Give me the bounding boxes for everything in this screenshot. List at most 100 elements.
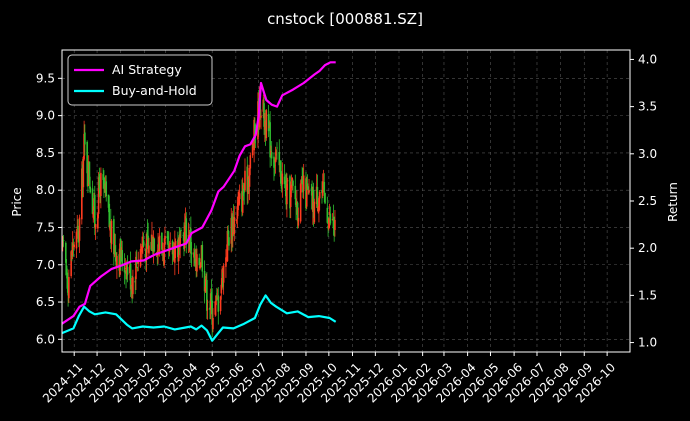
price-candle-body [81, 168, 83, 220]
price-candle-body [161, 232, 163, 250]
price-candle-body [71, 243, 74, 256]
price-candle-body [212, 318, 214, 330]
price-candle-body [206, 279, 208, 311]
price-candle-body [289, 185, 292, 208]
price-candle-body [332, 216, 335, 229]
price-candle-body [214, 301, 217, 315]
price-candle-body [328, 212, 331, 216]
plot-frame [61, 49, 631, 353]
grid-layer [62, 50, 630, 352]
price-candle-body [263, 103, 265, 127]
price-candle-body [62, 240, 65, 241]
y2-tick-label: 1.0 [638, 336, 657, 350]
price-candle-body [157, 244, 159, 256]
price-candle-body [270, 152, 273, 159]
price-candle-body [97, 177, 100, 214]
price-candle-body [168, 244, 171, 252]
legend-box [67, 54, 213, 106]
price-candle-body [201, 244, 204, 272]
price-candle-body [93, 194, 96, 228]
price-candle-body [290, 184, 293, 189]
price-candle-body [129, 263, 132, 290]
price-candle-body [75, 231, 78, 249]
price-candle-body [177, 237, 180, 262]
price-candle-body [209, 307, 211, 310]
price-candle-body [280, 160, 282, 184]
price-candle-body [238, 196, 240, 204]
price-candle-body [174, 243, 176, 263]
y2-tick-label: 1.5 [638, 288, 657, 302]
price-candle-body [105, 181, 108, 197]
price-candle-body [91, 188, 94, 214]
y2-axis-title: Return [666, 182, 680, 222]
y-tick-label: 7.0 [36, 258, 55, 272]
price-candle-body [135, 260, 138, 265]
y-tick-label: 8.0 [36, 183, 55, 197]
price-candle-body [68, 277, 70, 299]
price-candle-body [274, 157, 277, 163]
price-candle-body [276, 147, 278, 149]
price-candle-body [241, 185, 244, 213]
buy-and-hold-line [61, 294, 337, 342]
y-tick-label: 6.5 [36, 295, 55, 309]
price-candle-body [108, 203, 111, 228]
price-candle-body [260, 115, 262, 118]
price-candle-body [297, 217, 300, 226]
price-candle-body [203, 271, 206, 292]
price-candle-body [113, 219, 115, 255]
price-candle-body [328, 218, 330, 229]
price-candle-body [222, 265, 225, 283]
price-candle-body [210, 291, 213, 302]
price-candle-body [334, 220, 336, 231]
price-candle-body [179, 234, 181, 246]
price-candle-body [163, 242, 165, 265]
price-candle-body [94, 224, 97, 229]
price-candle-body [286, 184, 288, 205]
price-candle-body [291, 177, 294, 182]
price-candle-body [215, 295, 217, 306]
y-tick-label: 9.0 [36, 109, 55, 123]
axes [58, 49, 634, 356]
price-candle-body [190, 228, 192, 251]
price-candle-body [329, 213, 332, 224]
price-candle-body [299, 183, 302, 222]
price-candle-body [211, 300, 213, 325]
price-candle-body [65, 242, 67, 263]
price-candle-body [84, 132, 86, 145]
price-candle-body [248, 168, 251, 187]
price-candle-body [199, 266, 201, 269]
price-candle-body [103, 176, 105, 186]
y2-tick-label: 3.0 [638, 147, 657, 161]
price-candle-body [296, 202, 299, 222]
price-candle-body [89, 186, 92, 193]
price-candle-body [215, 293, 218, 295]
price-candle-body [97, 214, 99, 229]
price-candle-body [253, 119, 255, 151]
y-tick-label: 7.5 [36, 220, 55, 234]
price-candle-body [158, 235, 161, 252]
price-candle-body [61, 236, 64, 247]
y2-tick-label: 3.5 [638, 100, 657, 114]
price-candle-body [313, 201, 316, 223]
y2-tick-label: 2.0 [638, 241, 657, 255]
price-candle-body [302, 175, 305, 190]
price-candle-body [146, 229, 149, 239]
price-candle-body [142, 240, 145, 247]
price-candle-body [295, 203, 297, 208]
y-axis-title: Price [10, 187, 24, 216]
price-candle-body [110, 220, 113, 245]
price-candle-body [183, 225, 186, 248]
price-candle-body [196, 254, 198, 272]
price-candle-body [307, 187, 310, 191]
y2-tick-label: 4.0 [638, 52, 657, 66]
y-tick-label: 8.5 [36, 146, 55, 160]
ai-strategy-line [61, 61, 336, 325]
price-candle-body [121, 250, 124, 266]
price-candle-body [193, 250, 196, 264]
price-candle-body [134, 280, 136, 283]
price-candle-body [124, 268, 127, 270]
price-candle-body [237, 202, 239, 211]
price-candle-body [228, 237, 230, 246]
price-candle-body [305, 184, 308, 207]
